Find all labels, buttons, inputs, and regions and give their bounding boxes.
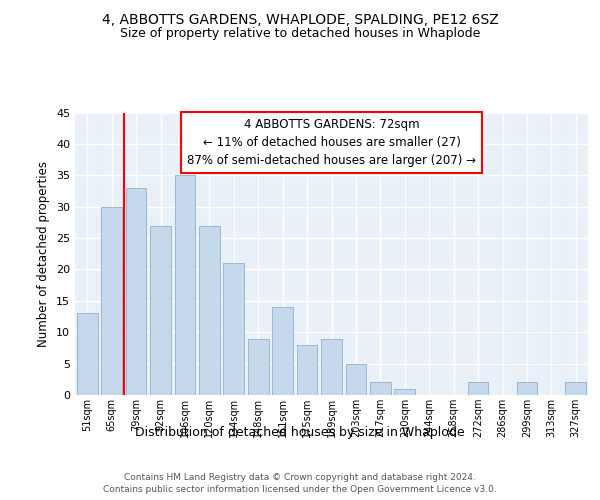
Bar	[296, 345, 317, 395]
Y-axis label: Number of detached properties: Number of detached properties	[37, 161, 50, 347]
Bar	[248, 338, 269, 395]
Bar	[125, 188, 146, 395]
Bar	[175, 176, 196, 395]
Bar	[370, 382, 391, 395]
Text: Distribution of detached houses by size in Whaplode: Distribution of detached houses by size …	[135, 426, 465, 439]
Bar	[346, 364, 367, 395]
Bar	[101, 206, 122, 395]
Bar	[565, 382, 586, 395]
Bar	[321, 338, 342, 395]
Text: Contains HM Land Registry data © Crown copyright and database right 2024.: Contains HM Land Registry data © Crown c…	[124, 472, 476, 482]
Bar	[272, 307, 293, 395]
Bar	[467, 382, 488, 395]
Bar	[223, 263, 244, 395]
Bar	[517, 382, 538, 395]
Text: Size of property relative to detached houses in Whaplode: Size of property relative to detached ho…	[120, 28, 480, 40]
Bar	[199, 226, 220, 395]
Bar	[394, 388, 415, 395]
Text: Contains public sector information licensed under the Open Government Licence v3: Contains public sector information licen…	[103, 485, 497, 494]
Bar	[77, 314, 98, 395]
Bar	[150, 226, 171, 395]
Text: 4 ABBOTTS GARDENS: 72sqm
← 11% of detached houses are smaller (27)
87% of semi-d: 4 ABBOTTS GARDENS: 72sqm ← 11% of detach…	[187, 118, 476, 167]
Text: 4, ABBOTTS GARDENS, WHAPLODE, SPALDING, PE12 6SZ: 4, ABBOTTS GARDENS, WHAPLODE, SPALDING, …	[101, 12, 499, 26]
